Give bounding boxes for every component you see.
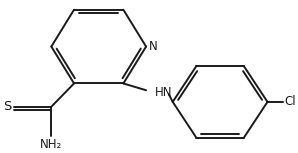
Text: NH₂: NH₂ [40,138,63,151]
Text: Cl: Cl [284,95,296,108]
Text: S: S [4,100,12,113]
Text: N: N [149,40,158,53]
Text: HN: HN [155,86,173,99]
